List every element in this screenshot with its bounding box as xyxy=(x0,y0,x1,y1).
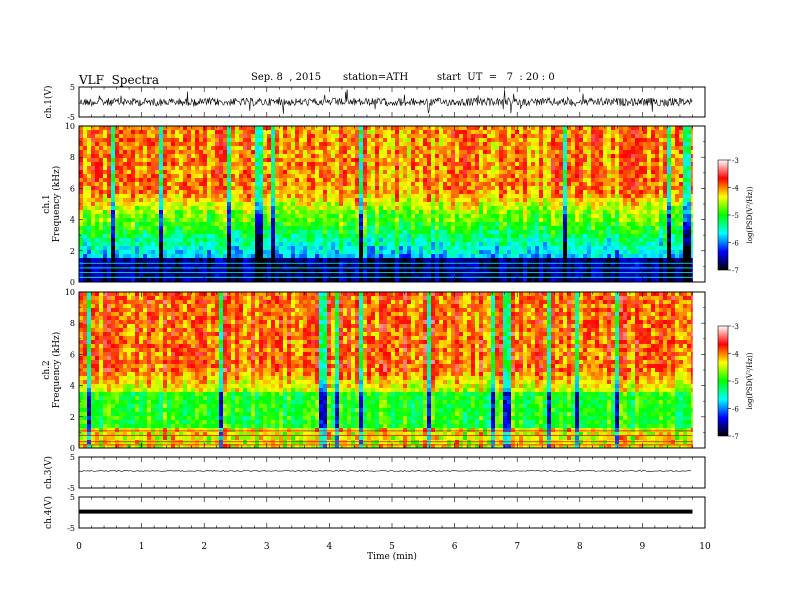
colorbar-tick-label: -6 xyxy=(732,240,739,248)
ylabel-frequency: Frequency (kHz) xyxy=(51,166,62,243)
xtick-label: 8 xyxy=(577,542,583,552)
ytick-label: 6 xyxy=(70,184,75,193)
ytick-label: 4 xyxy=(70,382,75,391)
colorbar-1 xyxy=(717,159,729,271)
xtick-label: 2 xyxy=(201,542,207,552)
ytick-label: 4 xyxy=(70,216,75,225)
colorbar-2 xyxy=(717,325,729,437)
colorbar-tick-label: -4 xyxy=(732,351,739,359)
ytick-label: 10 xyxy=(65,122,75,131)
start-time-label: start UT = 7 : 20 : 0 xyxy=(437,72,555,83)
chart-title: VLF Spectra xyxy=(79,73,160,87)
xtick-label: 5 xyxy=(389,542,395,552)
xtick-label: 6 xyxy=(452,542,458,552)
colorbars-group: -3 -4 -5 -6 -7 log(PSD(V²/Hz)) -3 -4 -5 -6 -7 log(P… xyxy=(717,157,754,441)
x-axis-label: Time (min) xyxy=(367,551,417,562)
xtick-label: 3 xyxy=(264,542,270,552)
ch2-spectrogram-cells xyxy=(79,292,693,449)
ch1-waveform xyxy=(78,89,693,114)
ytick-label: 0 xyxy=(70,444,75,453)
ytick-label: -5 xyxy=(67,524,75,533)
ylabel-voltage: ch.4(V) xyxy=(43,496,54,529)
colorbar-tick-label: -6 xyxy=(732,406,739,414)
xtick-label: 1 xyxy=(139,542,145,552)
ytick-label: 5 xyxy=(70,453,75,462)
colorbar-tick-label: -3 xyxy=(732,157,739,165)
colorbar-label: log(PSD(V²/Hz)) xyxy=(746,352,754,409)
xtick-label: 0 xyxy=(76,542,82,552)
colorbar-label: log(PSD(V²/Hz)) xyxy=(746,186,754,243)
colorbar-tick-label: -5 xyxy=(732,378,739,386)
colorbar-tick-label: -3 xyxy=(732,323,739,331)
ytick-label: 2 xyxy=(70,247,75,256)
ytick-label: 0 xyxy=(70,278,75,287)
xtick-label: 9 xyxy=(640,542,646,552)
ylabel-frequency: Frequency (kHz) xyxy=(51,332,62,409)
colorbar-tick-label: -7 xyxy=(732,433,739,441)
ytick-label: 8 xyxy=(70,319,75,328)
date-label: Sep. 8 , 2015 xyxy=(251,72,322,83)
ylabel-voltage: ch.1(V) xyxy=(43,86,54,119)
ytick-label: 2 xyxy=(70,413,75,422)
ytick-label: -5 xyxy=(67,484,75,493)
colorbar-tick-label: -5 xyxy=(732,212,739,220)
ch1-spectrogram-cells xyxy=(79,126,693,283)
ylabel-voltage: ch.3(V) xyxy=(43,456,54,489)
ytick-label: 10 xyxy=(65,288,75,297)
xtick-label: 10 xyxy=(699,542,711,552)
ylabel-channel: ch.2 xyxy=(42,360,52,379)
ytick-label: 8 xyxy=(70,153,75,162)
xtick-label: 7 xyxy=(514,542,520,552)
ch3-waveform xyxy=(78,470,692,472)
ylabel-channel: ch.1 xyxy=(42,194,52,213)
ytick-label: 6 xyxy=(70,350,75,359)
ytick-label: -5 xyxy=(67,113,75,122)
ytick-label: 5 xyxy=(70,493,75,502)
colorbar-tick-label: -7 xyxy=(732,267,739,275)
xtick-label: 4 xyxy=(327,542,333,552)
station-label: station=ATH xyxy=(343,72,409,83)
colorbar-tick-label: -4 xyxy=(732,185,739,193)
ytick-label: 5 xyxy=(70,83,75,92)
